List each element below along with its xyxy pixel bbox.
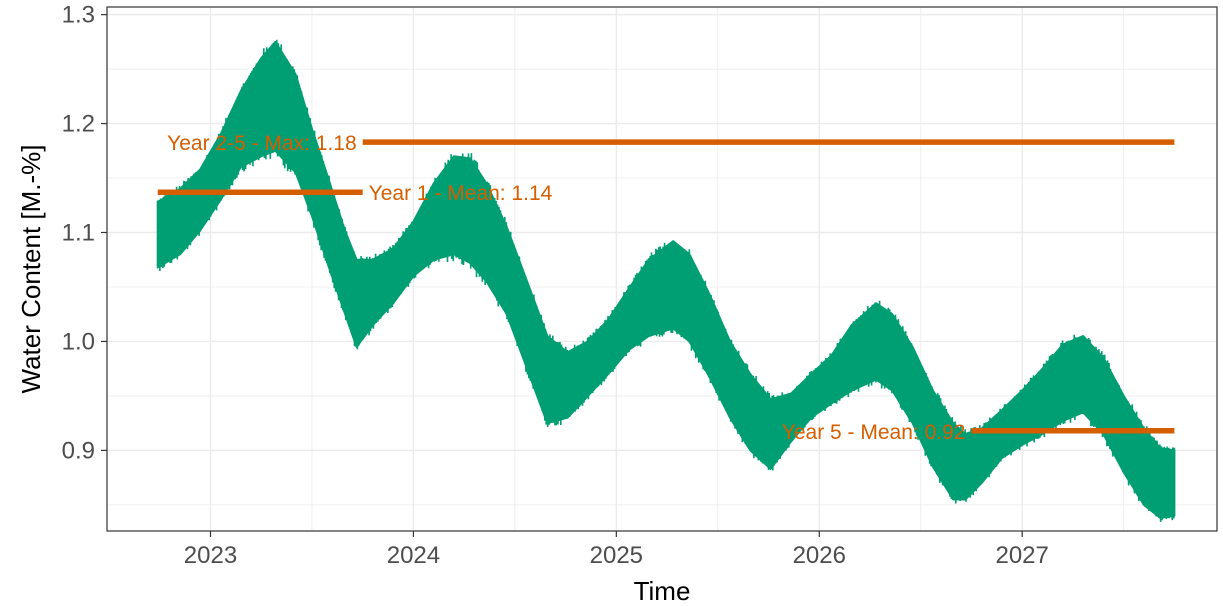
x-axis-title: Time: [634, 576, 691, 606]
plot-panel-border: [106, 6, 1218, 532]
axis-layer: 2023 2024 2025 2026 2027 0.9 1.0 1.1 1.2 1.3: [62, 2, 1049, 569]
x-tick-label: 2024: [387, 542, 440, 569]
x-tick-label: 2026: [793, 542, 846, 569]
series-noise-line: [156, 39, 1176, 522]
y-tick-label: 0.9: [62, 437, 95, 464]
y-tick-label: 1.1: [62, 220, 95, 247]
reference-line-label: Year 1 - Mean: 1.14: [369, 182, 553, 205]
y-tick-label: 1.0: [62, 328, 95, 355]
reference-line-label: Year 5 - Mean: 0.92: [782, 421, 966, 444]
reference-lines-layer: Year 2-5 - Max: 1.18 Year 1 - Mean: 1.14 Y…: [157, 132, 1175, 444]
y-tick-label: 1.2: [62, 111, 95, 138]
reference-line-label: Year 2-5 - Max: 1.18: [167, 132, 357, 155]
x-tick-label: 2025: [590, 542, 643, 569]
x-tick-label: 2027: [995, 542, 1048, 569]
x-tick-label: 2023: [184, 542, 237, 569]
y-tick-label: 1.3: [62, 2, 95, 29]
series-layer: [156, 39, 1176, 522]
y-axis-title: Water Content [M.-%]: [16, 145, 46, 394]
